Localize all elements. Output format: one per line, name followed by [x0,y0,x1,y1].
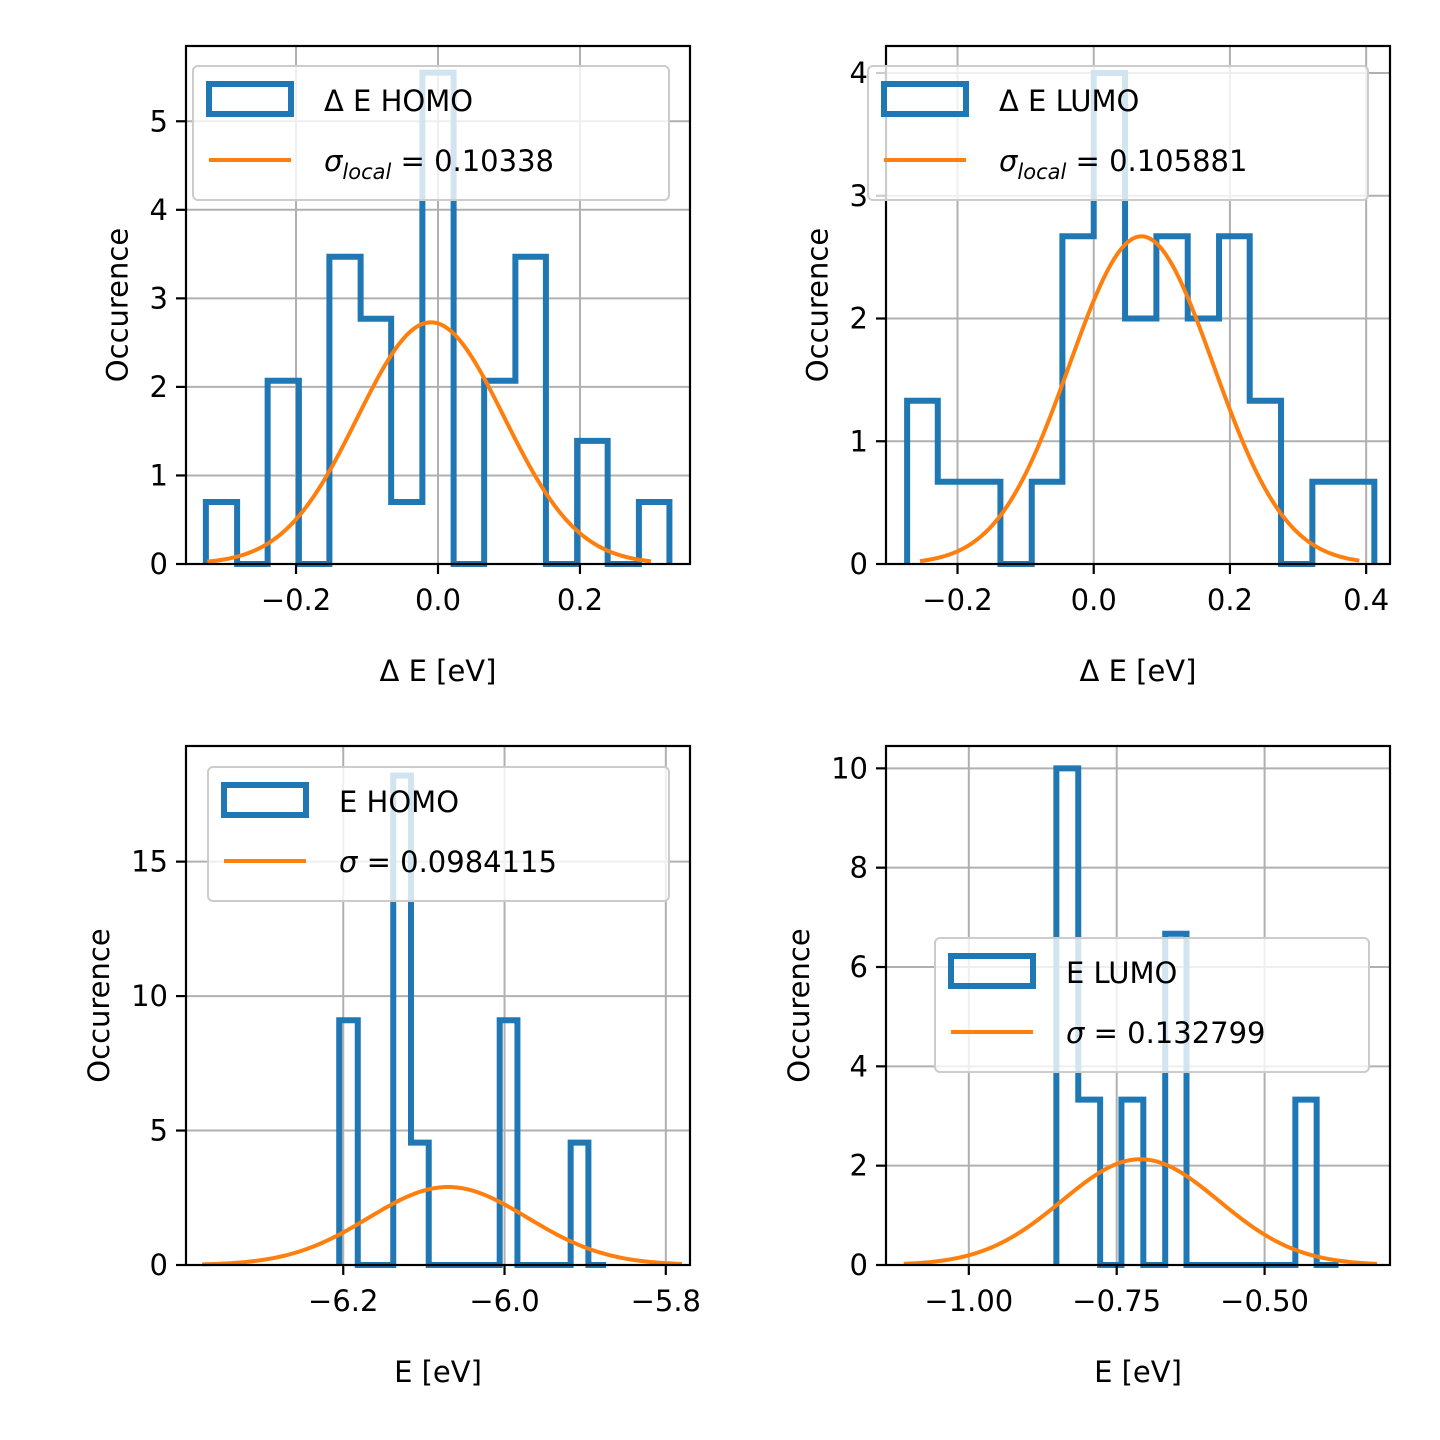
chart-3-legend-fit-label: σ = 0.0984115 [339,845,557,879]
chart-4-ytick-label-5: 10 [831,751,868,785]
chart-1-legend-hist-swatch [206,81,294,117]
chart-2-ytick-label-0: 0 [850,547,868,581]
chart-1-legend-box [192,65,670,201]
chart-1-legend-hist-label: Δ E HOMO [324,84,473,118]
chart-4-xtick-label-0: −1.00 [924,1284,1013,1318]
chart-1-ytick-label-2: 2 [150,370,168,404]
chart-3-legend-box [207,766,670,902]
chart-3-xlabel: E [eV] [394,1355,482,1389]
chart-2-ytick-label-2: 2 [850,302,868,336]
chart-3-ylabel: Occurence [82,928,116,1082]
chart-1-xtick-label-2: 0.2 [557,583,603,617]
chart-2-ytick-label-4: 4 [850,56,868,90]
chart-4-ytick-label-2: 4 [850,1049,868,1083]
chart-4: −1.00 −0.75 −0.50 0 2 4 6 8 10 E [eV] Occurence E L… [782,744,1392,1389]
chart-2-legend-hist-label: Δ E LUMO [999,84,1139,118]
chart-4-legend-hist-swatch [948,953,1036,989]
chart-2-frame [884,44,1392,566]
chart-3-legend: E HOMO σ = 0.0984115 [207,766,670,902]
chart-3-ytick-label-3: 15 [131,845,168,879]
chart-2-ylabel: Occurence [801,228,835,382]
chart-1-ytick-label-5: 5 [150,104,168,138]
chart-1-xtick-label-1: 0.0 [415,583,461,617]
chart-4-xtick-label-1: −0.75 [1072,1284,1161,1318]
chart-2-xtick-label-0: −0.2 [922,583,992,617]
chart-4-frame [884,744,1392,1267]
chart-1-legend: Δ E HOMO σlocal = 0.10338 [192,65,670,201]
chart-3-gaussian-fit [202,1185,683,1267]
chart-3-legend-hist-swatch [221,782,309,818]
chart-1-ytick-label-4: 4 [150,193,168,227]
chart-4-legend: E LUMO σ = 0.132799 [934,937,1370,1073]
chart-3-xtick-label-2: −5.8 [631,1284,701,1318]
chart-3-frame [184,744,692,1267]
chart-3-legend-hist-label: E HOMO [339,785,459,819]
chart-1-gaussian-fit [207,320,652,564]
chart-2-xtick-label-3: 0.4 [1343,583,1389,617]
chart-3: −6.2 −6.0 −5.8 0 5 10 15 E [eV] Occurence E HOMO σ… [82,744,701,1389]
chart-2-legend-hist-swatch [881,81,969,117]
chart-4-ytick-label-0: 0 [850,1248,868,1282]
chart-2-xlabel: Δ E [eV] [1080,654,1197,688]
chart-1-ytick-label-0: 0 [150,547,168,581]
chart-2-xtick-label-2: 0.2 [1207,583,1253,617]
chart-4-xtick-label-2: −0.50 [1220,1284,1309,1318]
chart-1-legend-fit-label: σlocal = 0.10338 [324,144,554,184]
chart-1-xtick-label-0: −0.2 [261,583,331,617]
chart-2: −0.2 0.0 0.2 0.4 0 1 2 3 4 Δ E [eV] Occurence Δ E L… [801,44,1392,688]
chart-1-ytick-label-1: 1 [150,458,168,492]
chart-1-ytick-label-3: 3 [150,281,168,315]
chart-4-legend-hist-label: E LUMO [1066,956,1177,990]
chart-4-ytick-label-3: 6 [850,950,868,984]
chart-1: −0.2 0.0 0.2 0 1 2 3 4 5 Δ E [eV] Occurence Δ E HOM… [101,44,692,688]
chart-3-ytick-label-1: 5 [150,1114,168,1148]
chart-4-ytick-label-4: 8 [850,851,868,885]
chart-1-xlabel: Δ E [eV] [380,654,497,688]
chart-4-xlabel: E [eV] [1094,1355,1182,1389]
chart-4-gaussian-fit [903,1157,1378,1266]
chart-3-xtick-label-1: −6.0 [469,1284,539,1318]
chart-3-xtick-label-0: −6.2 [308,1284,378,1318]
chart-4-ytick-label-1: 2 [850,1149,868,1183]
chart-2-ytick-label-1: 1 [850,424,868,458]
chart-4-legend-box [934,937,1370,1073]
chart-2-legend-box [867,65,1369,201]
chart-2-xtick-label-1: 0.0 [1071,583,1117,617]
chart-3-ytick-label-2: 10 [131,979,168,1013]
chart-4-legend-fit-label: σ = 0.132799 [1066,1016,1266,1050]
chart-3-ytick-label-0: 0 [150,1248,168,1282]
chart-2-gaussian-fit [919,234,1360,564]
chart-2-legend-fit-label: σlocal = 0.105881 [999,144,1247,184]
chart-4-ylabel: Occurence [782,928,816,1082]
chart-4-histogram [1053,765,1339,1268]
chart-2-ytick-label-3: 3 [850,179,868,213]
chart-1-ylabel: Occurence [101,228,135,382]
chart-2-legend: Δ E LUMO σlocal = 0.105881 [867,65,1369,201]
